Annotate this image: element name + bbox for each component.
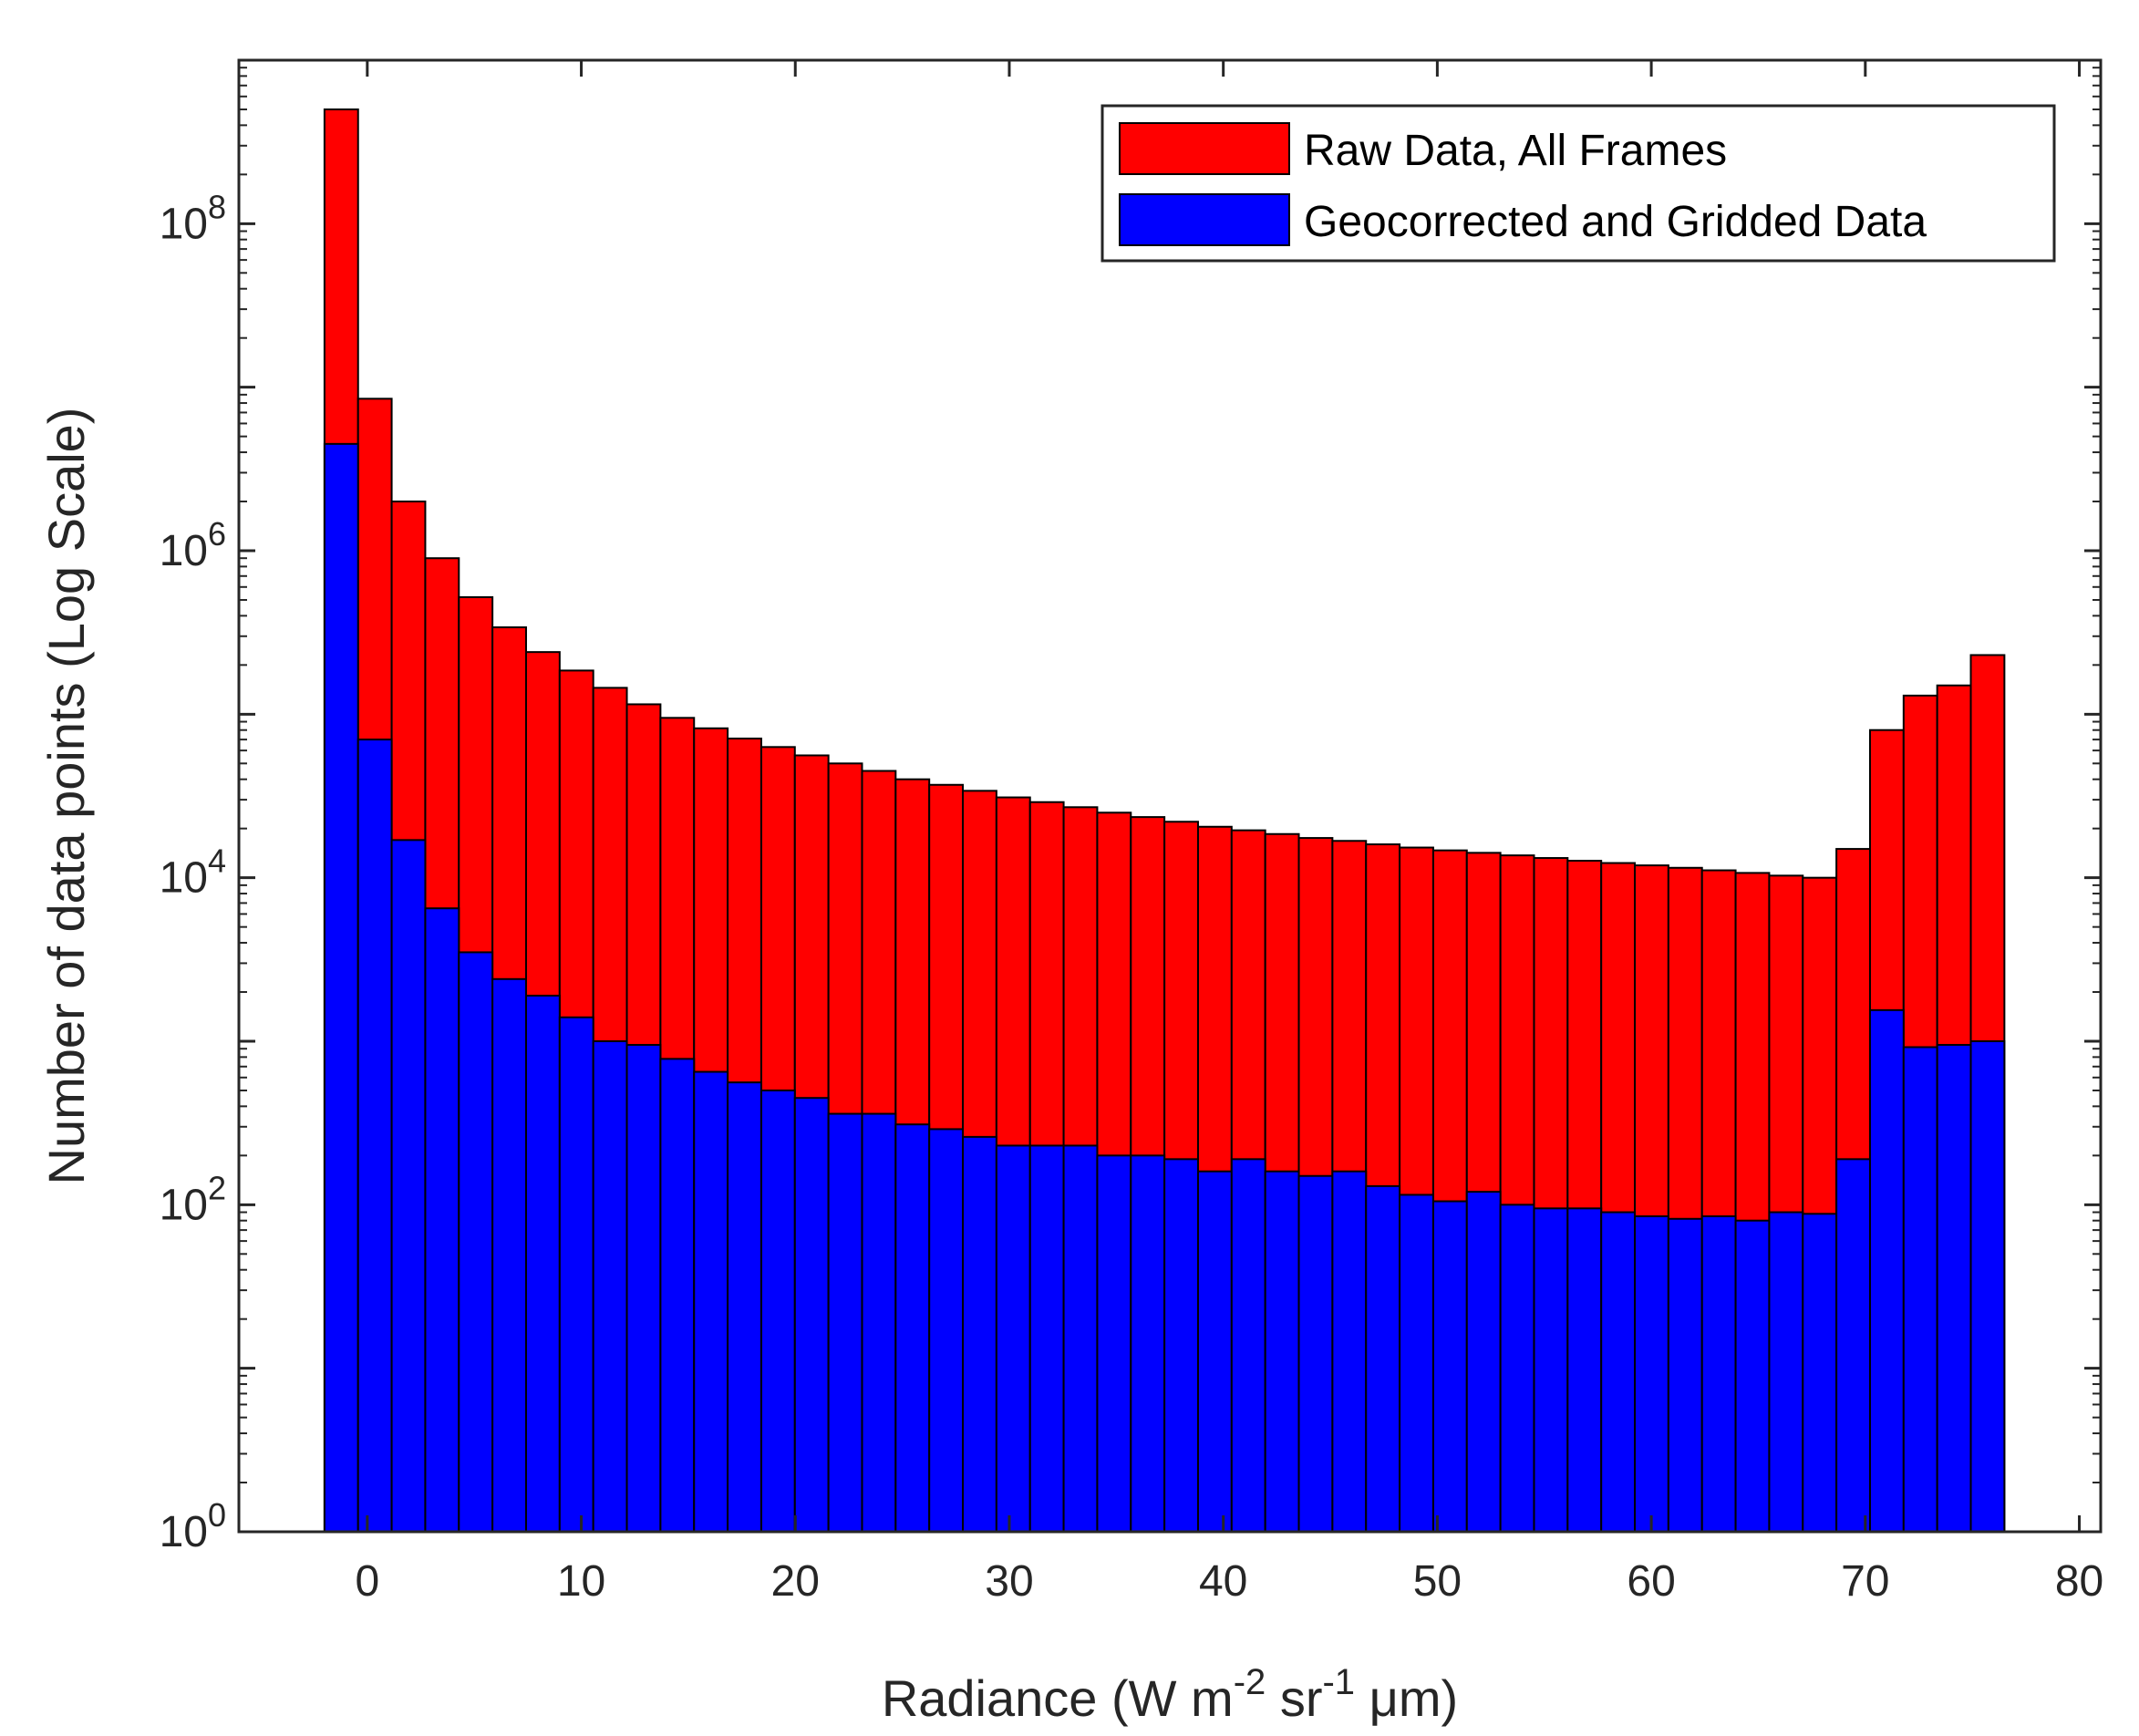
x-tick-label: 0 — [355, 1557, 379, 1606]
legend-label-raw: Raw Data, All Frames — [1304, 127, 1727, 175]
geocorrected-bar — [1600, 1211, 1637, 1534]
geocorrected-bar — [1533, 1207, 1569, 1533]
x-tick-label: 60 — [1627, 1557, 1675, 1606]
geocorrected-bar — [424, 907, 460, 1533]
x-axis-title: Radiance (W m-2 sr-1 μm) — [882, 1662, 1458, 1727]
y-tick-label: 106 — [160, 515, 226, 575]
geocorrected-bar — [491, 977, 527, 1533]
x-tick-label: 30 — [985, 1557, 1033, 1606]
axis-ticks — [239, 58, 2101, 1534]
legend-label-geocorrected: Geocorrected and Gridded Data — [1304, 198, 1927, 246]
geocorrected-bar — [861, 1112, 897, 1533]
geocorrected-bar — [1264, 1170, 1300, 1533]
geocorrected-bar — [1130, 1154, 1166, 1533]
x-tick-label: 20 — [771, 1557, 820, 1606]
y-axis-title: Number of data points (Log Scale) — [37, 408, 95, 1185]
plot-frame — [237, 58, 2103, 1534]
geocorrected-bar — [1768, 1211, 1804, 1534]
geocorrected-bar — [1835, 1158, 1871, 1533]
geocorrected-bar — [760, 1089, 796, 1533]
geocorrected-bar — [625, 1043, 662, 1533]
geocorrected-bar — [1399, 1194, 1434, 1533]
geocorrected-bar — [1566, 1207, 1603, 1533]
geocorrected-bar — [390, 839, 427, 1533]
x-tick-label: 40 — [1199, 1557, 1247, 1606]
y-tick-label: 100 — [160, 1496, 226, 1556]
geocorrected-bar — [1734, 1219, 1771, 1533]
geocorrected-bar — [1936, 1043, 1972, 1533]
geocorrected-bar — [1667, 1217, 1703, 1534]
geocorrected-bar — [962, 1135, 997, 1534]
geocorrected-bar — [592, 1040, 628, 1533]
y-tick-labels: 100 102 104 106 108 — [160, 188, 226, 1556]
geocorrected-bar — [1297, 1174, 1334, 1533]
geocorrected-bar — [1431, 1200, 1468, 1534]
geocorrected-bar — [1365, 1184, 1401, 1534]
geocorrected-bar — [1465, 1191, 1502, 1533]
geocorrected-bar — [1331, 1170, 1368, 1533]
geocorrected-bar — [1969, 1040, 2006, 1533]
geocorrected-bar — [1163, 1158, 1199, 1533]
geocorrected-bar — [827, 1112, 863, 1533]
geocorrected-bar — [558, 1016, 594, 1534]
geocorrected-bar — [1028, 1144, 1065, 1533]
x-tick-label: 50 — [1413, 1557, 1462, 1606]
series-geocorrected-bars — [323, 442, 2006, 1534]
x-tick-labels: 0 10 20 30 40 50 60 70 80 — [355, 1557, 2103, 1606]
x-tick-label: 10 — [557, 1557, 605, 1606]
geocorrected-bar — [323, 442, 359, 1533]
geocorrected-bar — [1062, 1144, 1099, 1533]
geocorrected-bar — [458, 951, 494, 1534]
geocorrected-bar — [1499, 1204, 1535, 1533]
geocorrected-bar — [1802, 1213, 1838, 1534]
geocorrected-bar — [524, 995, 561, 1533]
geocorrected-bar — [928, 1128, 965, 1534]
y-tick-label: 102 — [160, 1169, 226, 1229]
y-tick-label: 108 — [160, 188, 226, 248]
geocorrected-bar — [356, 739, 393, 1533]
x-tick-label: 70 — [1841, 1557, 1889, 1606]
geocorrected-bar — [1196, 1170, 1233, 1533]
geocorrected-bar — [894, 1123, 931, 1533]
legend-swatch-raw — [1119, 122, 1290, 175]
geocorrected-bar — [1902, 1046, 1938, 1533]
geocorrected-bar — [693, 1070, 729, 1534]
geocorrected-bar — [1868, 1008, 1905, 1533]
geocorrected-bar — [659, 1058, 696, 1533]
geocorrected-bar — [1634, 1214, 1669, 1533]
legend: Raw Data, All Frames Geocorrected and Gr… — [1100, 104, 2056, 263]
geocorrected-bar — [1700, 1214, 1737, 1533]
legend-swatch-geocorrected — [1119, 193, 1290, 246]
geocorrected-bar — [793, 1097, 830, 1533]
geocorrected-bar — [1096, 1154, 1132, 1533]
geocorrected-bar — [1230, 1158, 1266, 1533]
geocorrected-bar — [995, 1144, 1031, 1533]
geocorrected-bar — [727, 1081, 762, 1534]
x-tick-label: 80 — [2055, 1557, 2103, 1606]
y-tick-label: 104 — [160, 842, 226, 903]
